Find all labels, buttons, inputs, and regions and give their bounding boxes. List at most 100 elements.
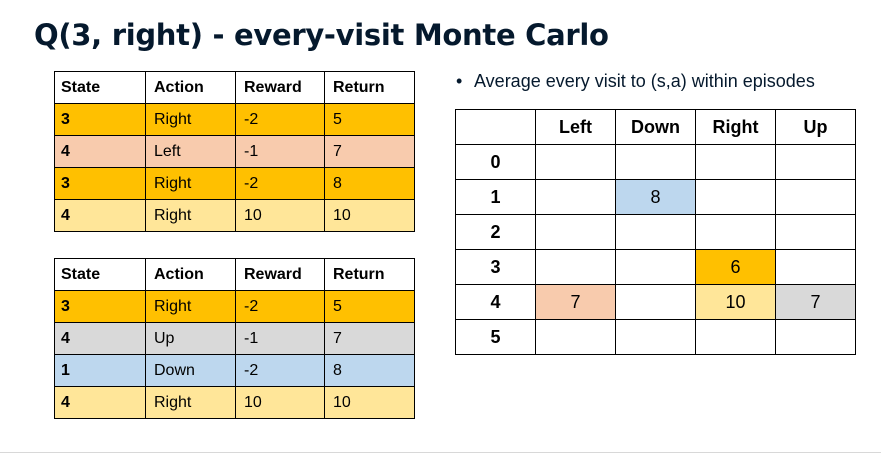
q-cell: [775, 144, 856, 180]
q-cell-s4-left: 7: [535, 284, 616, 320]
column-header-state: State: [54, 258, 146, 291]
table-row: 4 Right 10 10: [54, 199, 415, 232]
q-cell: [535, 214, 616, 250]
reward-cell: -2: [235, 354, 325, 387]
q-column-header-left: Left: [535, 109, 616, 145]
table-row: 4 Right 10 10: [54, 386, 415, 419]
column-header-reward: Reward: [235, 71, 325, 104]
q-state-label: 3: [455, 249, 536, 285]
q-table-header-row: Left Down Right Up: [455, 109, 856, 145]
q-cell: [695, 319, 776, 355]
episode-1-table: State Action Reward Return 3 Right -2 5 …: [54, 71, 415, 232]
q-cell: [615, 249, 696, 285]
q-cell: [615, 319, 696, 355]
q-table: Left Down Right Up 0 1 8 2 3: [455, 109, 856, 355]
q-cell: [775, 319, 856, 355]
state-cell: 3: [54, 103, 146, 136]
q-cell-s4-up: 7: [775, 284, 856, 320]
table-row: 4 Left -1 7: [54, 135, 415, 168]
column-header-return: Return: [324, 258, 415, 291]
state-cell: 4: [54, 322, 146, 355]
state-cell: 1: [54, 354, 146, 387]
bottom-divider: [0, 452, 881, 453]
return-cell: 10: [324, 386, 415, 419]
action-cell: Up: [145, 322, 236, 355]
q-cell: [535, 319, 616, 355]
q-cell: [535, 179, 616, 215]
action-cell: Right: [145, 199, 236, 232]
action-cell: Right: [145, 290, 236, 323]
bullet-text: Average every visit to (s,a) within epis…: [474, 71, 815, 91]
q-state-label: 1: [455, 179, 536, 215]
bullet-point: • Average every visit to (s,a) within epi…: [456, 71, 815, 92]
return-cell: 5: [324, 103, 415, 136]
reward-cell: -1: [235, 135, 325, 168]
q-table-row-state-3: 3 6: [455, 249, 856, 285]
return-cell: 7: [324, 322, 415, 355]
reward-cell: -2: [235, 167, 325, 200]
q-state-label: 4: [455, 284, 536, 320]
q-state-label: 0: [455, 144, 536, 180]
q-cell: [535, 249, 616, 285]
action-cell: Right: [145, 386, 236, 419]
episode-2-table: State Action Reward Return 3 Right -2 5 …: [54, 258, 415, 419]
q-cell-s1-down: 8: [615, 179, 696, 215]
return-cell: 7: [324, 135, 415, 168]
q-cell-s4-right: 10: [695, 284, 776, 320]
state-cell: 3: [54, 290, 146, 323]
column-header-reward: Reward: [235, 258, 325, 291]
table-header-row: State Action Reward Return: [54, 71, 415, 104]
q-table-row-state-1: 1 8: [455, 179, 856, 215]
column-header-action: Action: [145, 71, 236, 104]
return-cell: 8: [324, 354, 415, 387]
column-header-return: Return: [324, 71, 415, 104]
q-cell: [615, 144, 696, 180]
q-cell: [615, 284, 696, 320]
q-cell: [775, 179, 856, 215]
q-cell: [535, 144, 616, 180]
q-cell: [615, 214, 696, 250]
q-table-row-state-5: 5: [455, 319, 856, 355]
table-row: 3 Right -2 5: [54, 103, 415, 136]
q-column-header-down: Down: [615, 109, 696, 145]
action-cell: Right: [145, 103, 236, 136]
reward-cell: 10: [235, 386, 325, 419]
table-row: 3 Right -2 5: [54, 290, 415, 323]
reward-cell: -1: [235, 322, 325, 355]
table-row: 1 Down -2 8: [54, 354, 415, 387]
table-row: 3 Right -2 8: [54, 167, 415, 200]
reward-cell: -2: [235, 103, 325, 136]
q-cell-s3-right: 6: [695, 249, 776, 285]
return-cell: 8: [324, 167, 415, 200]
column-header-state: State: [54, 71, 146, 104]
slide-title: Q(3, right) - every-visit Monte Carlo: [34, 18, 609, 52]
column-header-action: Action: [145, 258, 236, 291]
state-cell: 4: [54, 135, 146, 168]
return-cell: 10: [324, 199, 415, 232]
q-table-row-state-2: 2: [455, 214, 856, 250]
bullet-dot-icon: •: [456, 71, 463, 91]
q-cell: [775, 249, 856, 285]
action-cell: Left: [145, 135, 236, 168]
return-cell: 5: [324, 290, 415, 323]
reward-cell: 10: [235, 199, 325, 232]
q-state-label: 2: [455, 214, 536, 250]
reward-cell: -2: [235, 290, 325, 323]
q-column-header-up: Up: [775, 109, 856, 145]
q-cell: [695, 214, 776, 250]
q-column-header-right: Right: [695, 109, 776, 145]
state-cell: 4: [54, 386, 146, 419]
q-table-row-state-4: 4 7 10 7: [455, 284, 856, 320]
table-row: 4 Up -1 7: [54, 322, 415, 355]
q-cell: [695, 144, 776, 180]
table-header-row: State Action Reward Return: [54, 258, 415, 291]
state-cell: 4: [54, 199, 146, 232]
q-cell: [695, 179, 776, 215]
q-table-row-state-0: 0: [455, 144, 856, 180]
q-table-corner-cell: [455, 109, 536, 145]
action-cell: Right: [145, 167, 236, 200]
action-cell: Down: [145, 354, 236, 387]
q-state-label: 5: [455, 319, 536, 355]
state-cell: 3: [54, 167, 146, 200]
